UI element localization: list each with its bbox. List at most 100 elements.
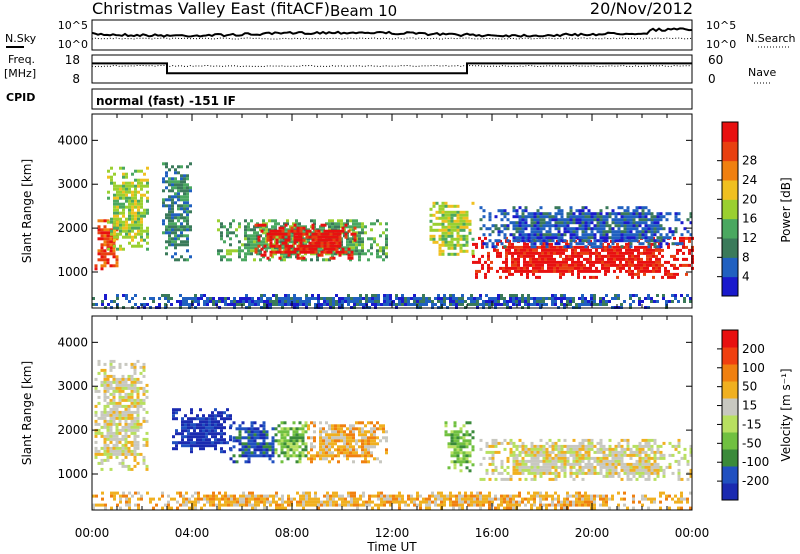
range-cell-1 bbox=[110, 166, 113, 170]
range-cell-1 bbox=[199, 438, 202, 442]
range-cell-6 bbox=[527, 468, 531, 472]
range-cell-8 bbox=[437, 297, 440, 300]
range-cell-6 bbox=[649, 251, 652, 255]
range-cell-8 bbox=[209, 297, 212, 300]
range-cell-0 bbox=[142, 419, 146, 423]
range-cell-6 bbox=[625, 242, 628, 246]
range-cell-7 bbox=[599, 236, 603, 240]
range-cell-4 bbox=[329, 235, 333, 239]
range-cell-3 bbox=[229, 258, 232, 262]
range-cell-5 bbox=[462, 460, 466, 464]
range-cell-0 bbox=[145, 440, 149, 444]
range-cell-2 bbox=[174, 240, 177, 244]
range-cell-7 bbox=[161, 506, 164, 510]
range-cell-4 bbox=[323, 229, 327, 233]
range-cell-5 bbox=[453, 448, 457, 452]
range-cell-6 bbox=[586, 251, 589, 255]
range-cell-8 bbox=[461, 303, 464, 306]
range-cell-2 bbox=[165, 162, 168, 166]
range-cell-8 bbox=[278, 297, 281, 300]
range-cell-3 bbox=[244, 255, 247, 259]
range-cell-7 bbox=[653, 221, 657, 225]
range-cell-6 bbox=[514, 257, 517, 261]
range-cell-6 bbox=[595, 251, 598, 255]
range-cell-0 bbox=[97, 452, 101, 456]
range-cell-0 bbox=[136, 416, 140, 420]
range-cell-5 bbox=[438, 246, 442, 250]
range-cell-8 bbox=[629, 297, 632, 300]
range-cell-0 bbox=[124, 377, 128, 381]
range-cell-1 bbox=[137, 217, 140, 221]
range-cell-6 bbox=[650, 438, 654, 442]
range-cell-1 bbox=[223, 417, 226, 421]
range-cell-1 bbox=[187, 420, 190, 424]
range-cell-6 bbox=[659, 453, 663, 457]
range-cell-8 bbox=[227, 297, 230, 300]
range-cell-8 bbox=[524, 303, 527, 306]
range-cell-1 bbox=[131, 184, 134, 188]
range-cell-8 bbox=[449, 297, 452, 300]
range-cell-3 bbox=[238, 249, 241, 253]
range-cell-8 bbox=[368, 300, 371, 303]
range-cell-7 bbox=[497, 230, 501, 234]
range-cell-6 bbox=[553, 251, 556, 255]
range-cell-6 bbox=[638, 468, 642, 472]
range-cell-8 bbox=[452, 294, 455, 297]
range-cell-8 bbox=[512, 297, 515, 300]
range-cell-7 bbox=[569, 236, 573, 240]
range-cell-6 bbox=[596, 471, 600, 475]
range-cell-1 bbox=[128, 232, 131, 236]
range-cell-2 bbox=[256, 436, 260, 440]
range-cell-5 bbox=[450, 243, 454, 247]
range-cell-8 bbox=[614, 294, 617, 297]
range-cell-3 bbox=[331, 219, 334, 223]
range-cell-1 bbox=[131, 235, 134, 239]
range-cell-7 bbox=[542, 221, 546, 225]
range-cell-4 bbox=[325, 457, 328, 461]
range-cell-2 bbox=[238, 448, 242, 452]
range-cell-2 bbox=[177, 165, 180, 169]
range-cell-6 bbox=[653, 468, 657, 472]
range-cell-2 bbox=[253, 421, 257, 425]
range-cell-4 bbox=[364, 460, 367, 464]
range-cell-8 bbox=[332, 303, 335, 306]
range-cell-6 bbox=[583, 251, 586, 255]
range-cell-1 bbox=[172, 411, 175, 415]
range-cell-4 bbox=[353, 226, 357, 230]
range-cell-8 bbox=[356, 303, 359, 306]
range-cell-1 bbox=[125, 226, 128, 230]
range-cell-4 bbox=[319, 442, 322, 446]
range-cell-4 bbox=[364, 433, 367, 437]
range-cell-1 bbox=[196, 432, 199, 436]
range-cell-8 bbox=[386, 297, 389, 300]
range-cell-0 bbox=[100, 258, 104, 262]
range-cell-1 bbox=[128, 199, 131, 203]
range-cell-6 bbox=[586, 269, 589, 273]
range-cell-0 bbox=[100, 446, 104, 450]
noise-sky-label: N.Sky bbox=[5, 32, 37, 45]
range-cell-2 bbox=[180, 198, 183, 202]
range-cell-6 bbox=[521, 456, 525, 460]
range-cell-2 bbox=[259, 436, 263, 440]
range-cell-1 bbox=[175, 441, 178, 445]
range-cell-4 bbox=[328, 454, 331, 458]
range-cell-3 bbox=[274, 433, 278, 437]
range-cell-1 bbox=[184, 441, 187, 445]
range-cell-6 bbox=[497, 471, 501, 475]
range-cell-8 bbox=[638, 297, 641, 300]
range-cell-1 bbox=[223, 432, 226, 436]
range-cell-1 bbox=[202, 447, 205, 451]
range-cell-3 bbox=[298, 454, 302, 458]
range-cell-4 bbox=[290, 229, 294, 233]
beam-label: Beam 10 bbox=[330, 2, 397, 20]
range-cell-1 bbox=[146, 247, 149, 251]
range-cell-1 bbox=[205, 444, 208, 448]
range-cell-6 bbox=[500, 465, 504, 469]
range-cell-4 bbox=[331, 433, 334, 437]
range-cell-1 bbox=[196, 441, 199, 445]
range-cell-6 bbox=[550, 260, 553, 264]
range-cell-7 bbox=[602, 236, 606, 240]
range-cell-7 bbox=[653, 245, 657, 249]
range-cell-6 bbox=[677, 474, 681, 478]
range-cell-0 bbox=[127, 407, 131, 411]
